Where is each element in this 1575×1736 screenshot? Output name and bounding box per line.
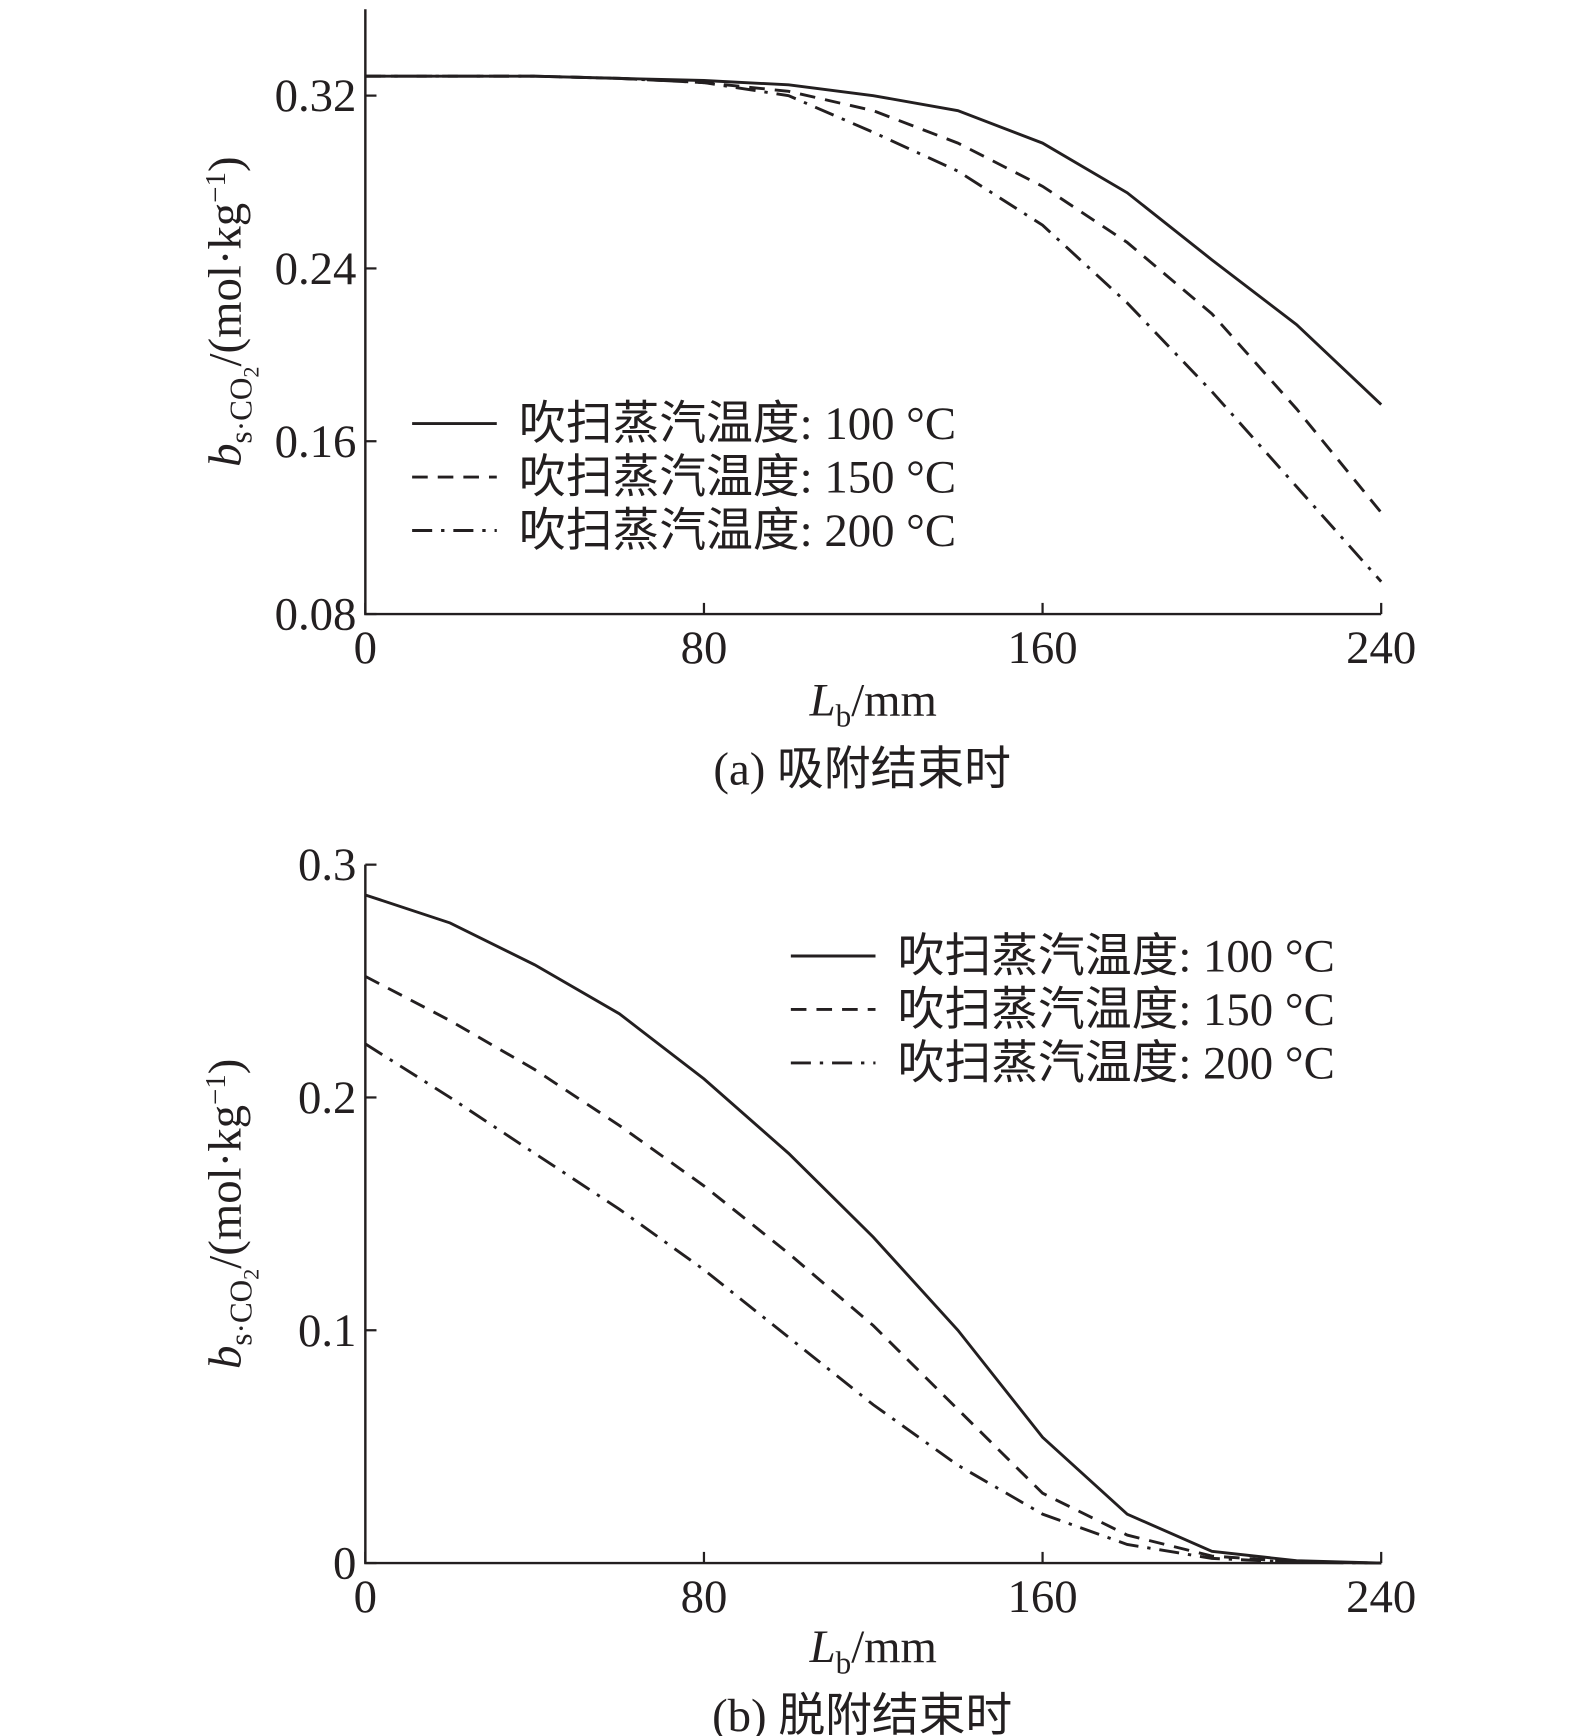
y-tick-label: 0.1 — [298, 1305, 356, 1357]
y-label-main: b — [200, 1346, 252, 1369]
x-label-sub: b — [836, 699, 852, 734]
y-tick-label: 0.2 — [298, 1072, 356, 1124]
series-line — [364, 975, 1382, 1565]
y-label-sup: −1 — [200, 1074, 232, 1105]
legend-label: 吹扫蒸汽温度: 150 °C — [898, 984, 1335, 1036]
y-label-sup: −1 — [200, 172, 232, 203]
series-line — [364, 1042, 1382, 1565]
y-tick-label: 0.16 — [275, 416, 357, 468]
y-label-end: ) — [200, 156, 252, 172]
y-tick-label: 0.24 — [275, 243, 357, 295]
legend-label: 吹扫蒸汽温度: 200 °C — [898, 1038, 1335, 1090]
y-tick-label: 0.08 — [275, 589, 357, 641]
x-axis-label: Lb/mm — [809, 674, 937, 733]
series-line — [365, 74, 1383, 583]
legend-label: 吹扫蒸汽温度: 100 °C — [519, 398, 956, 450]
y-label-main: b — [200, 443, 252, 466]
legend-label: 吹扫蒸汽温度: 100 °C — [898, 931, 1335, 983]
y-axis-label: bs·CO2/(mol·kg−1) — [200, 156, 264, 466]
y-tick-label: 0 — [333, 1538, 356, 1590]
x-label-rest: /mm — [851, 1621, 937, 1673]
series-line — [365, 74, 1383, 406]
x-label-sub: b — [836, 1645, 852, 1680]
series-line — [364, 893, 1382, 1565]
x-label-main: L — [809, 1621, 836, 1673]
x-label-rest: /mm — [851, 674, 937, 726]
x-label-main: L — [809, 674, 836, 726]
chart: 0 80 160 2400.080.160.240.32Lb/mmbs·CO2/(mo… — [200, 9, 1416, 795]
chart: 0 80 160 24000.10.20.3Lb/mmbs·CO2/(mol·kg−1… — [200, 839, 1417, 1736]
y-label-rest: /(mol·kg — [200, 1105, 252, 1269]
x-axis-label: Lb/mm — [809, 1621, 937, 1680]
y-label-sub: s·CO — [224, 1280, 259, 1346]
x-tick-label: 80 — [681, 1571, 728, 1623]
y-label-end: ) — [200, 1059, 252, 1075]
y-tick-label: 0.32 — [275, 70, 357, 122]
x-tick-label: 0 — [354, 622, 377, 674]
x-tick-label: 240 — [1346, 1571, 1416, 1623]
y-tick-label: 0.3 — [298, 839, 356, 891]
caption: (b) 脱附结束时 — [712, 1690, 1012, 1736]
y-label-sub2: 2 — [238, 1269, 263, 1280]
caption: (a) 吸附结束时 — [713, 743, 1010, 795]
y-label-sub: s·CO — [224, 378, 259, 444]
legend-label: 吹扫蒸汽温度: 150 °C — [519, 452, 956, 504]
x-tick-label: 0 — [354, 1571, 377, 1623]
legend-label: 吹扫蒸汽温度: 200 °C — [519, 505, 956, 557]
y-label-sub2: 2 — [238, 366, 263, 377]
x-tick-label: 160 — [1007, 1571, 1077, 1623]
y-label-rest: /(mol·kg — [200, 203, 252, 367]
x-tick-label: 240 — [1346, 622, 1416, 674]
x-tick-label: 80 — [681, 622, 728, 674]
y-axis-label: bs·CO2/(mol·kg−1) — [200, 1059, 264, 1369]
x-tick-label: 160 — [1007, 622, 1077, 674]
